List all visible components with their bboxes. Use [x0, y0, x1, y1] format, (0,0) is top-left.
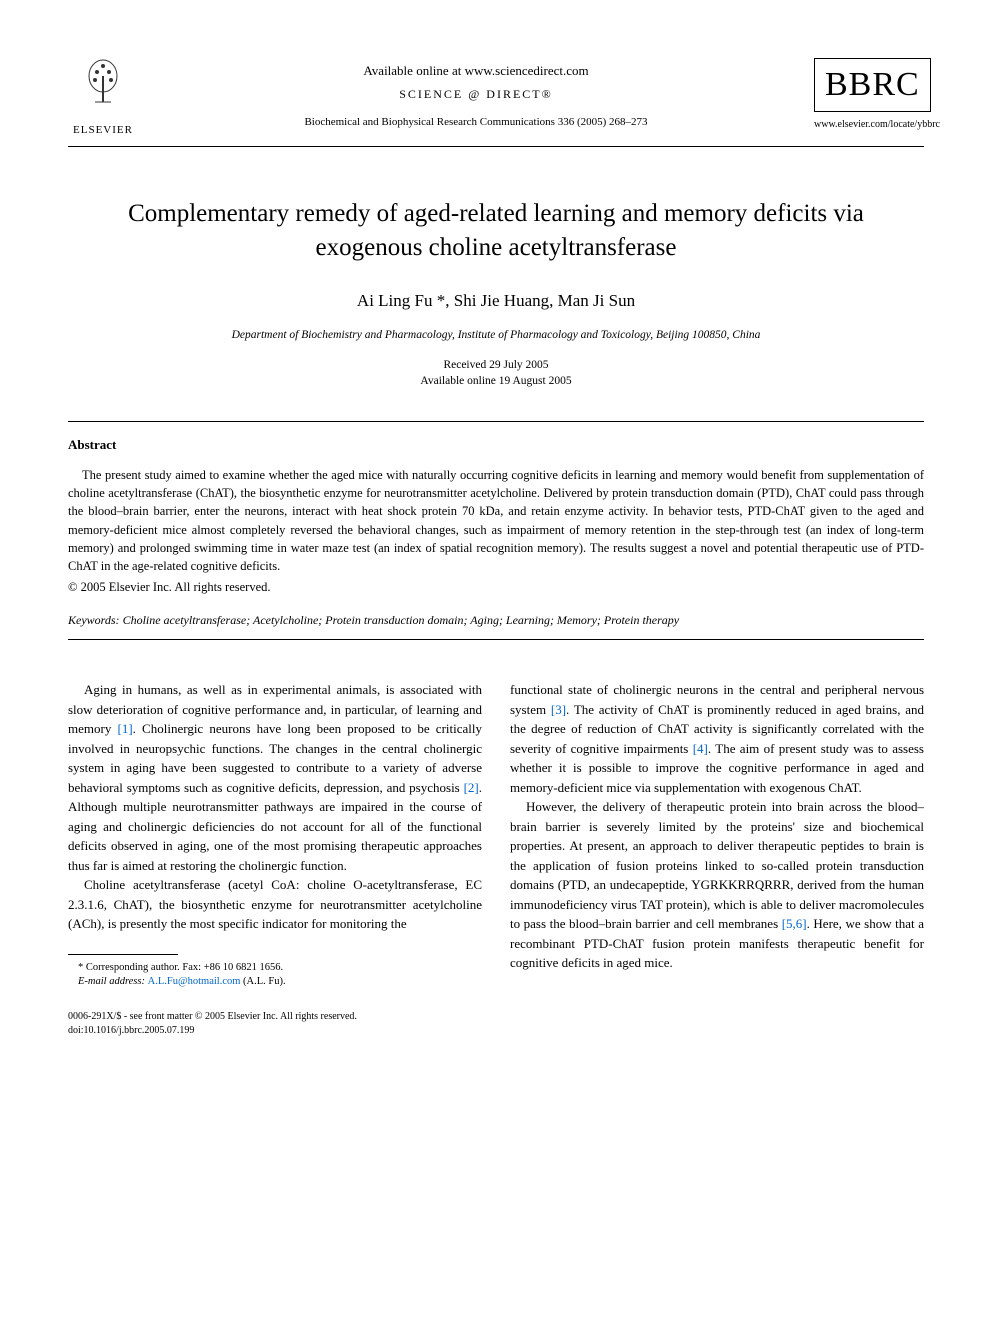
right-column: functional state of cholinergic neurons …	[510, 680, 924, 990]
header-row: ELSEVIER Available online at www.science…	[68, 58, 924, 138]
body-paragraph-4: However, the delivery of therapeutic pro…	[510, 797, 924, 973]
email-footnote: E-mail address: A.L.Fu@hotmail.com (A.L.…	[68, 975, 482, 990]
affiliation: Department of Biochemistry and Pharmacol…	[68, 327, 924, 343]
body-columns: Aging in humans, as well as in experimen…	[68, 680, 924, 990]
bottom-info: 0006-291X/$ - see front matter © 2005 El…	[68, 1010, 924, 1038]
ref-link-2[interactable]: [2]	[464, 780, 479, 795]
journal-url: www.elsevier.com/locate/ybbrc	[814, 118, 924, 132]
keywords-label: Keywords:	[68, 613, 120, 627]
corresponding-footnote: * Corresponding author. Fax: +86 10 6821…	[68, 961, 482, 976]
journal-reference: Biochemical and Biophysical Research Com…	[138, 115, 814, 130]
abstract-top-divider	[68, 421, 924, 422]
email-label: E-mail address:	[78, 976, 148, 987]
header-center: Available online at www.sciencedirect.co…	[138, 58, 814, 130]
elsevier-label: ELSEVIER	[68, 123, 138, 138]
ref-link-4[interactable]: [4]	[693, 741, 708, 756]
footnote-divider	[68, 954, 178, 955]
science-direct-logo: SCIENCE @ DIRECT®	[138, 86, 814, 103]
email-suffix: (A.L. Fu).	[240, 976, 285, 987]
body-paragraph-1: Aging in humans, as well as in experimen…	[68, 680, 482, 875]
abstract-copyright: © 2005 Elsevier Inc. All rights reserved…	[68, 579, 924, 597]
ref-link-56[interactable]: [5,6]	[782, 916, 807, 931]
top-divider	[68, 146, 924, 147]
bbrc-logo: BBRC	[814, 58, 931, 112]
article-title: Complementary remedy of aged-related lea…	[68, 197, 924, 265]
authors: Ai Ling Fu *, Shi Jie Huang, Man Ji Sun	[68, 289, 924, 313]
doi-line: doi:10.1016/j.bbrc.2005.07.199	[68, 1024, 924, 1038]
ref-link-1[interactable]: [1]	[117, 721, 132, 736]
online-date: Available online 19 August 2005	[68, 373, 924, 389]
body-paragraph-3: functional state of cholinergic neurons …	[510, 680, 924, 797]
available-online-text: Available online at www.sciencedirect.co…	[138, 62, 814, 80]
left-column: Aging in humans, as well as in experimen…	[68, 680, 482, 990]
ref-link-3[interactable]: [3]	[551, 702, 566, 717]
body-paragraph-2: Choline acetyltransferase (acetyl CoA: c…	[68, 875, 482, 934]
front-matter-line: 0006-291X/$ - see front matter © 2005 El…	[68, 1010, 924, 1024]
dates-block: Received 29 July 2005 Available online 1…	[68, 357, 924, 389]
keywords-divider	[68, 639, 924, 640]
elsevier-tree-icon	[68, 58, 138, 121]
email-link[interactable]: A.L.Fu@hotmail.com	[148, 976, 241, 987]
received-date: Received 29 July 2005	[68, 357, 924, 373]
abstract-heading: Abstract	[68, 436, 924, 454]
abstract-text: The present study aimed to examine wheth…	[68, 466, 924, 575]
elsevier-logo: ELSEVIER	[68, 58, 138, 138]
keywords-line: Keywords: Choline acetyltransferase; Ace…	[68, 612, 924, 629]
journal-logo-block: BBRC www.elsevier.com/locate/ybbrc	[814, 58, 924, 132]
keywords-text: Choline acetyltransferase; Acetylcholine…	[120, 613, 680, 627]
